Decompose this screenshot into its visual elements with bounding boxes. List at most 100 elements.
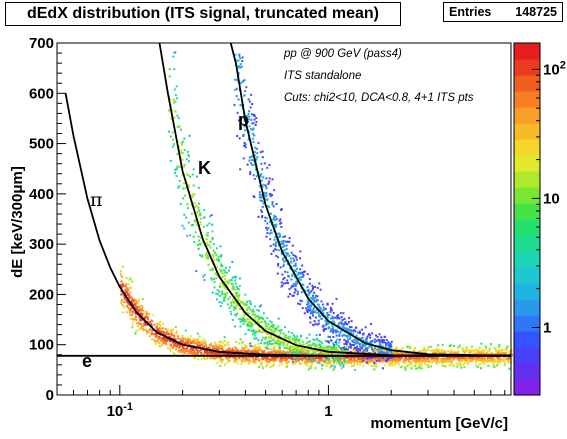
- density-point: [211, 223, 214, 226]
- density-point: [459, 357, 462, 360]
- density-point: [274, 352, 277, 355]
- density-point: [386, 349, 389, 352]
- density-point: [371, 360, 374, 363]
- density-point: [403, 366, 406, 369]
- density-point: [120, 299, 123, 302]
- density-point: [407, 358, 410, 360]
- density-point: [271, 352, 273, 355]
- density-point: [295, 270, 298, 273]
- density-point: [381, 351, 384, 353]
- density-point: [223, 363, 226, 366]
- density-point: [268, 341, 271, 344]
- density-point: [333, 322, 336, 324]
- density-point: [250, 318, 253, 321]
- density-point: [217, 349, 220, 352]
- density-point: [278, 337, 281, 340]
- density-point: [365, 360, 368, 363]
- density-point: [441, 364, 444, 367]
- density-point: [265, 356, 268, 359]
- density-point: [158, 329, 161, 332]
- density-point: [222, 296, 225, 299]
- density-point: [177, 337, 180, 340]
- density-point: [180, 340, 183, 343]
- density-point: [197, 351, 200, 354]
- density-point: [317, 322, 320, 325]
- density-point: [402, 361, 405, 364]
- density-point: [474, 361, 477, 364]
- density-point: [270, 328, 273, 331]
- density-point: [468, 356, 471, 358]
- density-point: [265, 365, 268, 368]
- density-point: [220, 282, 223, 285]
- density-point: [360, 347, 363, 350]
- density-point: [436, 358, 439, 360]
- density-point: [405, 345, 408, 348]
- density-point: [228, 353, 231, 356]
- density-point: [331, 325, 334, 328]
- density-point: [281, 284, 284, 287]
- density-point: [485, 346, 488, 349]
- density-point: [291, 294, 294, 297]
- density-point: [223, 352, 225, 355]
- density-point: [129, 314, 131, 317]
- density-point: [354, 347, 356, 349]
- density-point: [312, 314, 314, 317]
- stats-box: Entries 148725: [443, 2, 563, 22]
- density-point: [282, 356, 285, 359]
- density-point: [244, 143, 247, 146]
- density-point: [187, 350, 190, 353]
- density-point: [319, 307, 322, 310]
- density-point: [182, 349, 185, 352]
- density-point: [229, 296, 231, 299]
- density-point: [306, 273, 309, 276]
- density-point: [343, 348, 346, 351]
- density-point: [134, 306, 137, 309]
- density-point: [250, 93, 253, 96]
- density-point: [417, 356, 420, 359]
- density-point: [143, 322, 146, 325]
- density-point: [158, 322, 161, 325]
- density-point: [240, 361, 243, 364]
- density-point: [160, 327, 163, 330]
- density-point: [259, 174, 262, 176]
- density-point: [270, 348, 273, 351]
- density-point: [265, 346, 268, 349]
- density-point: [251, 163, 254, 166]
- density-point: [314, 316, 317, 319]
- density-point: [307, 293, 310, 296]
- density-point: [354, 360, 357, 363]
- density-point: [302, 274, 305, 276]
- density-point: [249, 321, 252, 324]
- density-point: [419, 358, 421, 361]
- density-point: [287, 295, 290, 298]
- density-point: [220, 263, 223, 266]
- density-point: [338, 352, 341, 355]
- density-point: [396, 348, 399, 351]
- density-point: [333, 367, 336, 370]
- density-point: [332, 327, 335, 330]
- density-point: [253, 313, 256, 316]
- density-point: [389, 355, 392, 358]
- density-point: [292, 257, 295, 260]
- density-point: [239, 308, 242, 311]
- density-point: [196, 332, 199, 335]
- density-point: [489, 356, 491, 359]
- density-point: [414, 365, 417, 368]
- density-point: [427, 366, 430, 369]
- density-point: [225, 280, 228, 283]
- density-point: [320, 367, 323, 370]
- density-point: [215, 353, 218, 356]
- density-point: [265, 332, 268, 335]
- density-point: [390, 364, 393, 367]
- density-point: [358, 343, 361, 345]
- density-point: [508, 360, 511, 363]
- density-point: [273, 216, 276, 219]
- density-point: [197, 235, 200, 238]
- density-point: [314, 349, 317, 352]
- density-point: [277, 317, 280, 320]
- density-point: [230, 279, 233, 282]
- density-point: [280, 221, 283, 224]
- density-point: [156, 340, 159, 343]
- density-point: [272, 364, 275, 367]
- density-point: [393, 359, 396, 362]
